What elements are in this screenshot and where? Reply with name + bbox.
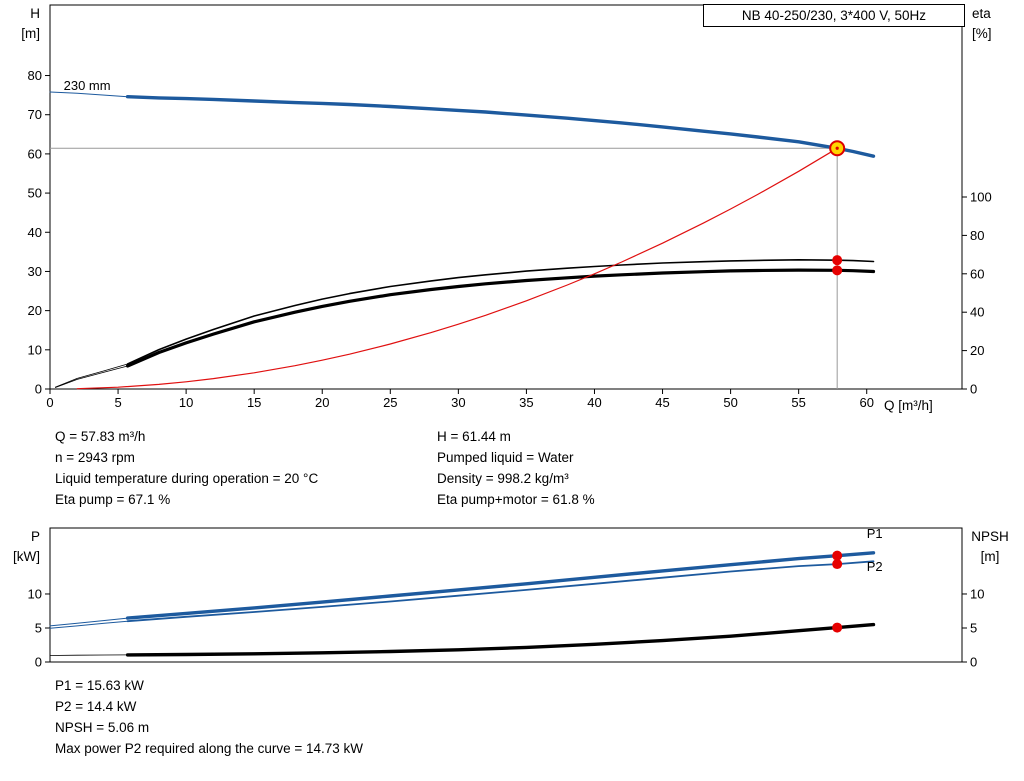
info-line-eta-pump: Eta pump = 67.1 % xyxy=(55,492,171,507)
p1-curve-label: P1 xyxy=(867,526,883,541)
p2-curve xyxy=(126,560,875,623)
npsh-curve-thin-extension xyxy=(49,654,128,656)
eta-pump-duty-dot xyxy=(832,255,843,266)
x-tick-label: 50 xyxy=(723,395,737,410)
x-tick-label: 15 xyxy=(247,395,261,410)
p-axis-title: P [kW] xyxy=(0,527,40,567)
y-right-tick-label: 0 xyxy=(970,655,977,670)
operating-data-left: Q = 57.83 m³/h n = 2943 rpm Liquid tempe… xyxy=(55,426,318,510)
y-right-tick-label: 40 xyxy=(970,305,984,320)
qh-curve-thin-extension xyxy=(49,91,129,98)
y-right-tick-label: 80 xyxy=(970,228,984,243)
y-right-tick-label: 20 xyxy=(970,343,984,358)
x-tick-label: 0 xyxy=(46,395,53,410)
power-npsh-chart-border xyxy=(49,527,963,663)
y-left-tick-label: 40 xyxy=(28,225,42,240)
y-right-tick-label: 0 xyxy=(970,382,977,397)
q-axis-unit-label: Q [m³/h] xyxy=(884,398,933,413)
eta-pump-thin-extension xyxy=(55,363,128,388)
x-tick-label: 30 xyxy=(451,395,465,410)
x-tick-label: 10 xyxy=(179,395,193,410)
info-line-liquid: Pumped liquid = Water xyxy=(437,450,574,465)
eta-axis-title: eta [%] xyxy=(972,4,1020,44)
eta-axis-title-unit: [%] xyxy=(972,26,992,41)
npsh-duty-dot xyxy=(832,622,843,633)
y-left-tick-label: 50 xyxy=(28,186,42,201)
info-line-h: H = 61.44 m xyxy=(437,429,511,444)
x-tick-label: 25 xyxy=(383,395,397,410)
operating-data-right: H = 61.44 m Pumped liquid = Water Densit… xyxy=(437,426,595,510)
x-tick-label: 55 xyxy=(791,395,805,410)
qh-chart-border xyxy=(49,4,963,390)
x-tick-label: 5 xyxy=(114,395,121,410)
y-left-tick-label: 5 xyxy=(35,620,42,635)
info-line-eta-pump-motor: Eta pump+motor = 61.8 % xyxy=(437,492,595,507)
pump-model-label: NB 40-250/230, 3*400 V, 50Hz xyxy=(703,4,965,27)
npsh-axis-title: NPSH [m] xyxy=(964,527,1016,567)
npsh-curve xyxy=(125,622,876,657)
duty-point-marker-center xyxy=(835,146,839,150)
eta-pump-motor-thin-extension xyxy=(55,365,128,388)
info-line-p1: P1 = 15.63 kW xyxy=(55,678,144,693)
x-tick-label: 45 xyxy=(655,395,669,410)
eta-pump-motor-curve xyxy=(125,268,876,368)
p-axis-title-symbol: P xyxy=(30,529,40,544)
p1-duty-dot xyxy=(832,550,843,561)
eta-axis-title-symbol: eta xyxy=(972,6,991,21)
p2-curve-label: P2 xyxy=(867,559,883,574)
x-tick-label: 40 xyxy=(587,395,601,410)
info-line-n: n = 2943 rpm xyxy=(55,450,135,465)
y-left-tick-label: 60 xyxy=(28,146,42,161)
h-axis-title: H [m] xyxy=(0,4,40,44)
p-axis-title-unit: [kW] xyxy=(13,549,40,564)
y-right-tick-label: 60 xyxy=(970,266,984,281)
x-tick-label: 35 xyxy=(519,395,533,410)
y-right-tick-label: 100 xyxy=(970,190,992,205)
y-left-tick-label: 10 xyxy=(28,586,42,601)
info-line-temperature: Liquid temperature during operation = 20… xyxy=(55,471,319,486)
p1-curve xyxy=(125,551,876,620)
info-line-npsh: NPSH = 5.06 m xyxy=(55,720,150,735)
eta-pump-curve xyxy=(126,258,875,365)
eta-pump-motor-duty-dot xyxy=(832,265,843,276)
system-curve xyxy=(76,147,838,390)
impeller-diameter-label: 230 mm xyxy=(64,78,111,93)
p2-duty-dot xyxy=(832,559,843,570)
y-left-tick-label: 30 xyxy=(28,264,42,279)
info-line-q: Q = 57.83 m³/h xyxy=(55,429,146,444)
info-line-max-power: Max power P2 required along the curve = … xyxy=(55,741,364,756)
y-left-tick-label: 0 xyxy=(35,655,42,670)
y-left-tick-label: 80 xyxy=(28,68,42,83)
y-left-tick-label: 10 xyxy=(28,342,42,357)
y-left-tick-label: 20 xyxy=(28,303,42,318)
p1-curve-thin-extension xyxy=(49,617,129,627)
y-left-tick-label: 70 xyxy=(28,107,42,122)
p2-curve-thin-extension xyxy=(49,620,129,629)
npsh-axis-title-symbol: NPSH xyxy=(971,529,1009,544)
h-axis-title-unit: [m] xyxy=(21,26,40,41)
y-left-tick-label: 0 xyxy=(35,382,42,397)
x-tick-label: 20 xyxy=(315,395,329,410)
npsh-axis-title-unit: [m] xyxy=(980,549,1000,564)
y-right-tick-label: 10 xyxy=(970,586,984,601)
info-line-p2: P2 = 14.4 kW xyxy=(55,699,137,714)
x-tick-label: 60 xyxy=(859,395,873,410)
info-line-density: Density = 998.2 kg/m³ xyxy=(437,471,569,486)
y-right-tick-label: 5 xyxy=(970,620,977,635)
qh-curve-230mm xyxy=(125,94,876,158)
h-axis-title-symbol: H xyxy=(30,6,40,21)
result-data: P1 = 15.63 kW P2 = 14.4 kW NPSH = 5.06 m… xyxy=(55,675,363,759)
